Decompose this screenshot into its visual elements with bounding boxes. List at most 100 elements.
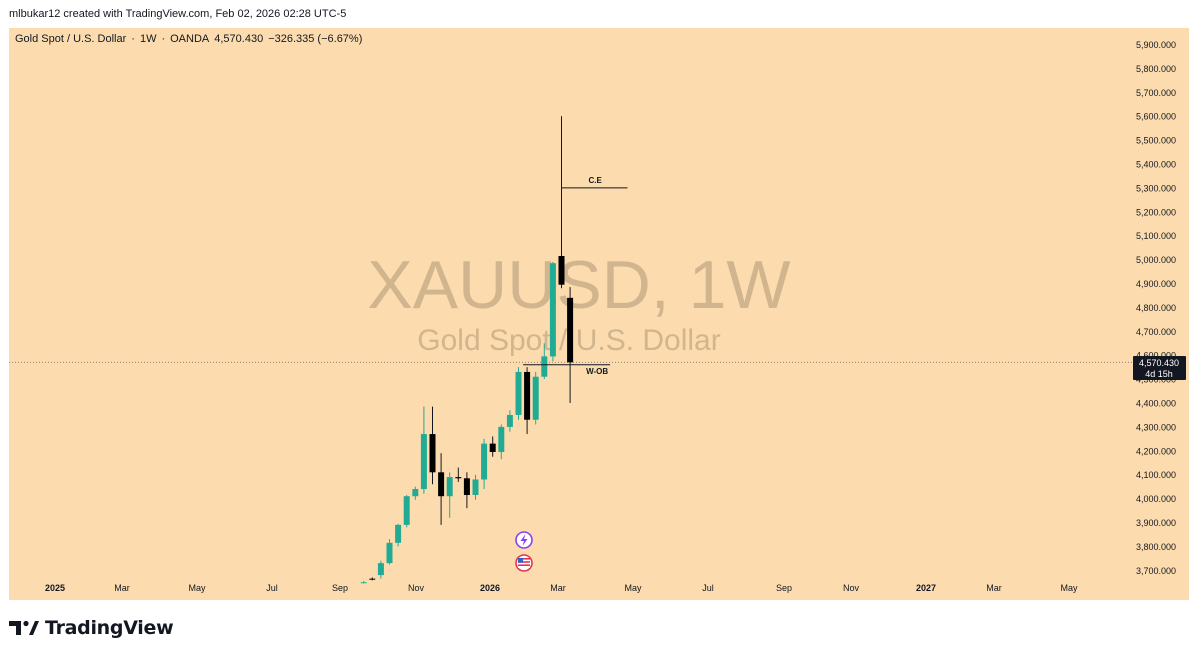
candle-body [360, 582, 367, 584]
candle-body [524, 371, 531, 420]
interval-label[interactable]: 1W [139, 33, 157, 45]
price-axis-tick: 4,400.000 [1136, 399, 1176, 409]
chart-area[interactable]: XAUUSD, 1W Gold Spot / U.S. Dollar C.E W… [9, 28, 1189, 600]
time-axis-tick: 2026 [480, 583, 500, 593]
ce-label: C.E [589, 176, 603, 185]
candle-body [403, 496, 410, 525]
price-axis-tick: 3,700.000 [1136, 566, 1176, 576]
price-axis[interactable]: 5,900.000 5,800.000 5,700.000 5,600.000 5,50… [1136, 40, 1176, 576]
event-icons[interactable] [515, 531, 533, 572]
candle[interactable] [541, 343, 548, 380]
candle[interactable] [386, 539, 393, 565]
candle-body [558, 256, 565, 285]
time-axis-tick: Jul [266, 583, 278, 593]
brand-name: TradingView [45, 617, 174, 639]
time-axis-tick: Sep [332, 583, 348, 593]
candle-body [506, 414, 513, 427]
symbol-watermark: XAUUSD, 1W Gold Spot / U.S. Dollar [367, 247, 790, 357]
candle-body [498, 426, 505, 452]
tradingview-branding[interactable]: TradingView [9, 612, 309, 644]
candle[interactable] [567, 287, 574, 403]
price-axis-tick: 4,800.000 [1136, 303, 1176, 313]
tradingview-logo-icon [9, 620, 39, 635]
candle-body [395, 524, 402, 543]
exchange-label: OANDA [170, 33, 210, 45]
candle[interactable] [420, 406, 427, 494]
time-axis-tick: Mar [550, 583, 566, 593]
price-axis-tick: 5,900.000 [1136, 40, 1176, 50]
candle-body [412, 489, 419, 497]
candle-body [455, 477, 462, 479]
candlestick-chart[interactable]: XAUUSD, 1W Gold Spot / U.S. Dollar C.E W… [9, 28, 1189, 600]
price-axis-tick: 5,200.000 [1136, 207, 1176, 217]
wob-label: W-OB [586, 367, 608, 376]
time-axis-tick: Mar [114, 583, 130, 593]
price-axis-tick: 4,300.000 [1136, 422, 1176, 432]
candle[interactable] [498, 424, 505, 460]
candle-body [369, 578, 376, 580]
price-axis-tick: 4,900.000 [1136, 279, 1176, 289]
price-axis-tick: 4,200.000 [1136, 446, 1176, 456]
candle[interactable] [438, 453, 445, 525]
candle[interactable] [481, 438, 488, 490]
watermark-ticker: XAUUSD, 1W [367, 247, 790, 323]
attribution-text: mlbukar12 created with TradingView.com, … [9, 8, 347, 20]
price-axis-tick: 3,900.000 [1136, 518, 1176, 528]
candle[interactable] [446, 472, 453, 518]
candle[interactable] [515, 367, 522, 420]
time-axis-tick: May [624, 583, 642, 593]
price-axis-tick: 5,800.000 [1136, 64, 1176, 74]
candle-body [463, 478, 470, 496]
candle[interactable] [403, 495, 410, 528]
candle-body [481, 443, 488, 480]
lightning-event-icon[interactable] [515, 531, 533, 549]
candle-body [420, 434, 427, 490]
symbol-name[interactable]: Gold Spot / U.S. Dollar [15, 33, 127, 45]
candle-body [472, 479, 479, 496]
candle[interactable] [524, 367, 531, 435]
time-axis-tick: Nov [843, 583, 860, 593]
annotations-layer[interactable]: C.E W-OB [523, 116, 628, 376]
candle[interactable] [532, 371, 539, 425]
candle[interactable] [506, 410, 513, 432]
price-axis-tick: 5,300.000 [1136, 183, 1176, 193]
candle[interactable] [455, 467, 462, 482]
candle-body [429, 434, 436, 473]
candle[interactable] [369, 577, 376, 581]
last-price-header: 4,570.430 [214, 33, 264, 45]
price-axis-tick: 5,600.000 [1136, 112, 1176, 122]
candle[interactable] [360, 581, 367, 584]
candle-body [541, 356, 548, 377]
time-axis-tick: 2025 [45, 583, 65, 593]
candle[interactable] [463, 472, 470, 509]
time-axis-tick: Sep [776, 583, 792, 593]
candle[interactable] [549, 261, 556, 362]
price-axis-tick: 4,700.000 [1136, 327, 1176, 337]
symbol-header: Gold Spot / U.S. Dollar · 1W · OANDA 4,570.43… [15, 33, 367, 45]
candle[interactable] [429, 406, 436, 485]
price-change: −326.335 (−6.67%) [268, 33, 363, 45]
header-sep-2: · [161, 33, 166, 45]
time-axis-tick: May [188, 583, 206, 593]
price-axis-tick: 5,500.000 [1136, 136, 1176, 146]
candle[interactable] [377, 560, 384, 579]
price-axis-tick: 4,100.000 [1136, 470, 1176, 480]
time-axis[interactable]: 2025 Mar May Jul Sep Nov 2026 Mar May Jul Sep Nov 20… [45, 583, 1078, 593]
price-axis-tick: 3,800.000 [1136, 542, 1176, 552]
last-price-label: 4,570.430 4d 15h [1133, 356, 1186, 380]
candle-body [515, 371, 522, 415]
candle[interactable] [412, 486, 419, 500]
candles-layer[interactable] [360, 116, 574, 584]
us-flag-event-icon[interactable] [515, 554, 533, 572]
time-axis-tick: Mar [986, 583, 1002, 593]
price-axis-tick: 4,000.000 [1136, 494, 1176, 504]
price-axis-tick: 5,000.000 [1136, 255, 1176, 265]
candle[interactable] [472, 474, 479, 500]
candle[interactable] [489, 436, 496, 457]
candle-body [446, 477, 453, 497]
time-axis-tick: Nov [408, 583, 425, 593]
candle[interactable] [395, 523, 402, 547]
candle-body [532, 376, 539, 420]
time-axis-tick: May [1060, 583, 1078, 593]
candle-body [567, 297, 574, 363]
